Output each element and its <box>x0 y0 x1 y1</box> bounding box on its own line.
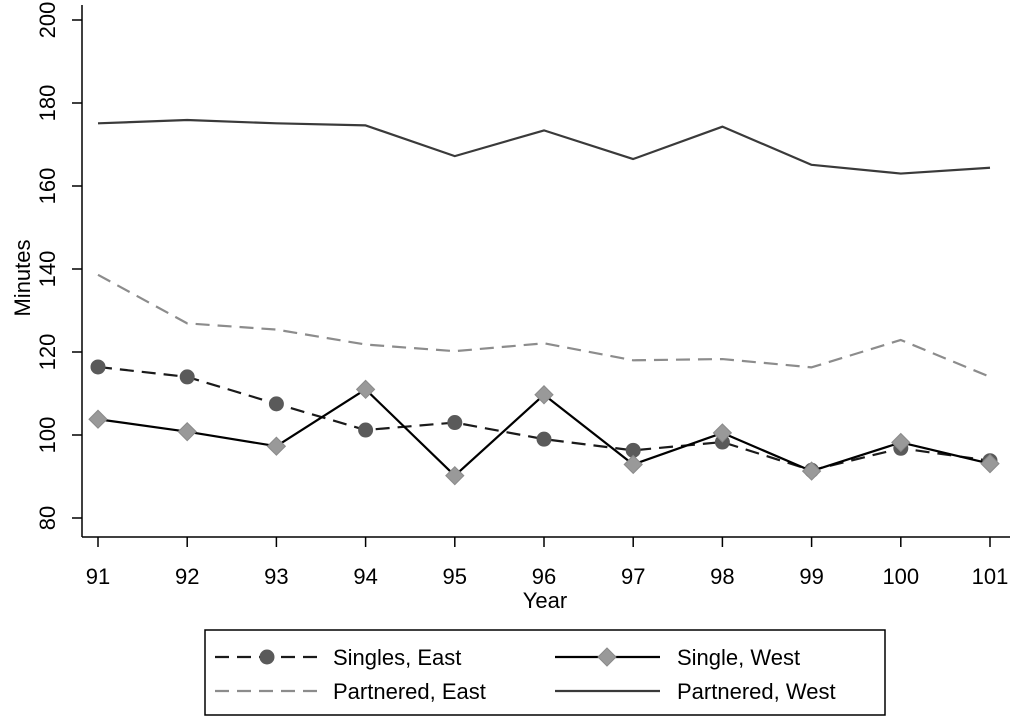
data-point <box>891 432 911 453</box>
legend-item-0: Singles, East <box>215 645 461 670</box>
data-point <box>177 421 197 442</box>
y-axis-ticks: 80 100 120 140 160 180 200 <box>35 2 82 530</box>
legend-marker <box>597 647 617 667</box>
x-tick-label: 100 <box>882 564 919 589</box>
data-point <box>268 396 284 412</box>
series-1 <box>88 379 1000 486</box>
legend-label: Partnered, East <box>333 679 486 704</box>
legend-box <box>204 629 886 716</box>
y-tick-label: 100 <box>35 417 60 454</box>
legend-item-1: Single, West <box>555 645 800 670</box>
legend-item-2: Partnered, East <box>215 679 486 704</box>
data-point <box>179 369 195 385</box>
series-layer <box>88 118 1000 486</box>
series-line <box>97 273 991 378</box>
y-axis-title: Minutes <box>10 239 35 316</box>
x-tick-label: 92 <box>175 564 199 589</box>
x-axis-ticks: 91 92 93 94 95 96 97 98 99 100 101 <box>86 537 1009 589</box>
y-tick-label: 120 <box>35 334 60 371</box>
series-3 <box>97 118 991 175</box>
data-point <box>266 436 287 456</box>
x-tick-label: 94 <box>353 564 377 589</box>
y-tick-label: 200 <box>35 2 60 39</box>
y-tick-label: 180 <box>35 85 60 122</box>
y-tick-label: 80 <box>35 506 60 530</box>
x-tick-label: 91 <box>86 564 110 589</box>
data-point <box>534 385 554 405</box>
legend-label: Singles, East <box>333 645 461 670</box>
data-point <box>623 454 643 475</box>
legend: Singles, East Single, West Partnered, East… <box>204 629 886 716</box>
x-tick-label: 97 <box>621 564 645 589</box>
x-tick-label: 93 <box>264 564 288 589</box>
data-point <box>445 465 465 486</box>
data-point <box>90 359 106 375</box>
series-line <box>97 365 991 472</box>
data-point <box>712 423 733 443</box>
data-point <box>801 461 822 481</box>
legend-label: Single, West <box>677 645 800 670</box>
data-point <box>358 422 374 438</box>
data-point <box>447 415 463 431</box>
data-point <box>355 379 376 400</box>
plot-frame <box>81 5 1010 538</box>
y-tick-label: 160 <box>35 168 60 205</box>
legend-item-3: Partnered, West <box>555 679 836 704</box>
series-0 <box>90 359 998 478</box>
y-tick-label: 140 <box>35 251 60 288</box>
x-tick-label: 101 <box>972 564 1009 589</box>
series-2 <box>97 273 991 378</box>
x-axis-title: Year <box>523 588 567 613</box>
legend-marker <box>259 649 275 665</box>
x-tick-label: 96 <box>532 564 556 589</box>
legend-label: Partnered, West <box>677 679 836 704</box>
x-tick-label: 95 <box>443 564 467 589</box>
data-point <box>536 431 552 447</box>
series-line <box>97 118 991 175</box>
x-tick-label: 99 <box>799 564 823 589</box>
data-point <box>980 453 1000 474</box>
x-tick-label: 98 <box>710 564 734 589</box>
data-point <box>88 409 108 429</box>
